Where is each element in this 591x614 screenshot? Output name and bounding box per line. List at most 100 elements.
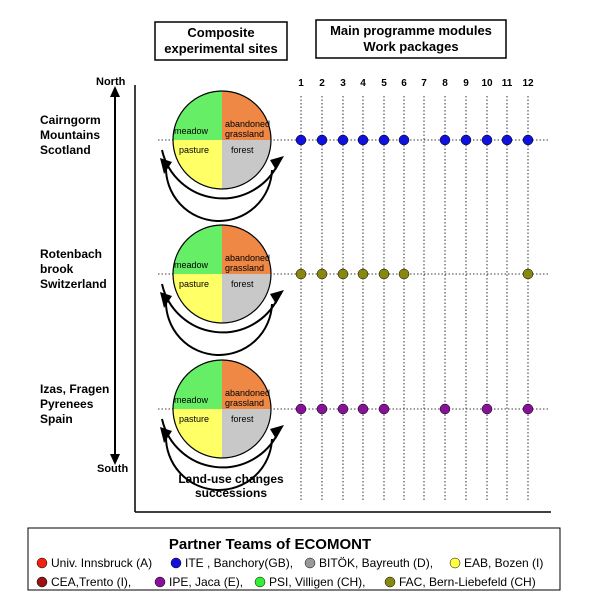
pie-label-pasture: pasture (179, 145, 209, 155)
cycle-arrowhead-outer (270, 156, 284, 170)
legend-label: Univ. Innsbruck (A) (51, 556, 152, 570)
pie-label-pasture: pasture (179, 279, 209, 289)
site-label-line: Izas, Fragen (40, 382, 109, 396)
column-number-1: 1 (298, 78, 304, 89)
pie-outline (172, 224, 272, 324)
work-package-dot-5 (378, 134, 390, 146)
column-number-6: 6 (401, 78, 407, 89)
legend-box (27, 527, 561, 591)
work-package-dot-12 (522, 403, 534, 415)
cycle-arrowhead-outer (270, 425, 284, 439)
pie-label-pasture: pasture (179, 414, 209, 424)
pie-label-forest: forest (231, 279, 254, 289)
column-number-3: 3 (340, 78, 346, 89)
work-package-dot-4 (357, 403, 369, 415)
legend-label: FAC, Bern-Liebefeld (CH) (399, 575, 536, 589)
pie-pasture (173, 274, 222, 323)
work-package-dot-6 (398, 268, 410, 280)
pie-meadow (173, 225, 222, 274)
cycle-arrow-inner (164, 434, 273, 491)
column-number-5: 5 (381, 78, 387, 89)
site-label-line: brook (40, 262, 74, 276)
work-package-columns: 1 2 3 4 5 6 7 8 9 10 11 12 (298, 78, 534, 500)
cycle-arrow-inner (164, 165, 273, 222)
site-label-line: Mountains (40, 128, 100, 142)
legend-swatch (449, 557, 461, 569)
pie-label-meadow: meadow (174, 126, 209, 136)
pie-meadow (173, 360, 222, 409)
legend-label: IPE, Jaca (E), (169, 575, 243, 589)
pie-meadow (173, 91, 222, 140)
cycle-arrowhead-inner (160, 427, 172, 443)
cycle-arrow-outer (161, 418, 279, 469)
pie-label-meadow: meadow (174, 260, 209, 270)
work-package-dot-8 (439, 134, 451, 146)
work-package-dot-3 (337, 268, 349, 280)
pie-label-abandoned: abandoned (225, 119, 270, 129)
pie-label-forest: forest (231, 414, 254, 424)
pie-label-abandoned: abandoned (225, 388, 270, 398)
work-package-dot-2 (316, 403, 328, 415)
work-package-dot-11 (501, 134, 513, 146)
work-package-dot-5 (378, 403, 390, 415)
work-package-dot-3 (337, 403, 349, 415)
work-package-dot-4 (357, 134, 369, 146)
column-number-10: 10 (481, 78, 493, 89)
pie-abandoned (222, 225, 271, 274)
legend-swatch (170, 557, 182, 569)
column-number-12: 12 (522, 78, 534, 89)
pie-forest (222, 274, 271, 323)
work-package-dot-4 (357, 268, 369, 280)
site-label-line: Pyrenees (40, 397, 94, 411)
legend-swatch (254, 576, 266, 588)
column-number-8: 8 (442, 78, 448, 89)
legend-items: Univ. Innsbruck (A) ITE , Banchory(GB), BI… (36, 556, 543, 589)
site-label-line: Cairngorm (40, 113, 101, 127)
legend-swatch (36, 557, 48, 569)
cycle-arrowhead-inner (160, 158, 172, 174)
legend-swatch (384, 576, 396, 588)
work-package-dot-10 (481, 403, 493, 415)
pie-label-grassland: grassland (225, 398, 264, 408)
pie-label-meadow: meadow (174, 395, 209, 405)
legend-swatch (154, 576, 166, 588)
pie-outline (172, 359, 272, 459)
work-package-dot-9 (460, 134, 472, 146)
caption-line2: successions (195, 486, 267, 500)
caption-line1: Land-use changes (178, 472, 284, 486)
cycle-arrowhead-outer (270, 290, 284, 304)
modules-header-box (315, 19, 507, 59)
pie-pasture (173, 409, 222, 458)
work-package-dot-2 (316, 134, 328, 146)
cycle-arrowhead-inner (160, 292, 172, 308)
pie-label-forest: forest (231, 145, 254, 155)
sites-header-line2: experimental sites (164, 41, 277, 56)
column-number-9: 9 (463, 78, 469, 89)
south-arrowhead (110, 454, 120, 465)
legend-label: BITÖK, Bayreuth (D), (319, 556, 433, 570)
work-package-dot-1 (295, 134, 307, 146)
work-package-dot-1 (295, 268, 307, 280)
pie-forest (222, 409, 271, 458)
site-label-line: Scotland (40, 143, 91, 157)
work-package-dot-3 (337, 134, 349, 146)
site-label-line: Spain (40, 412, 73, 426)
sites-header-box (154, 21, 288, 61)
pie-label-grassland: grassland (225, 129, 264, 139)
column-number-4: 4 (360, 78, 366, 89)
modules-header-line1: Main programme modules (330, 23, 492, 38)
pie-abandoned (222, 91, 271, 140)
work-package-dot-6 (398, 134, 410, 146)
legend-swatch (304, 557, 316, 569)
column-number-7: 7 (421, 78, 427, 89)
legend-label: ITE , Banchory(GB), (185, 556, 293, 570)
site-label-line: Switzerland (40, 277, 107, 291)
pie-label-abandoned: abandoned (225, 253, 270, 263)
work-package-dot-12 (522, 134, 534, 146)
legend-label: CEA,Trento (I), (51, 575, 131, 589)
south-label: South (97, 463, 128, 475)
